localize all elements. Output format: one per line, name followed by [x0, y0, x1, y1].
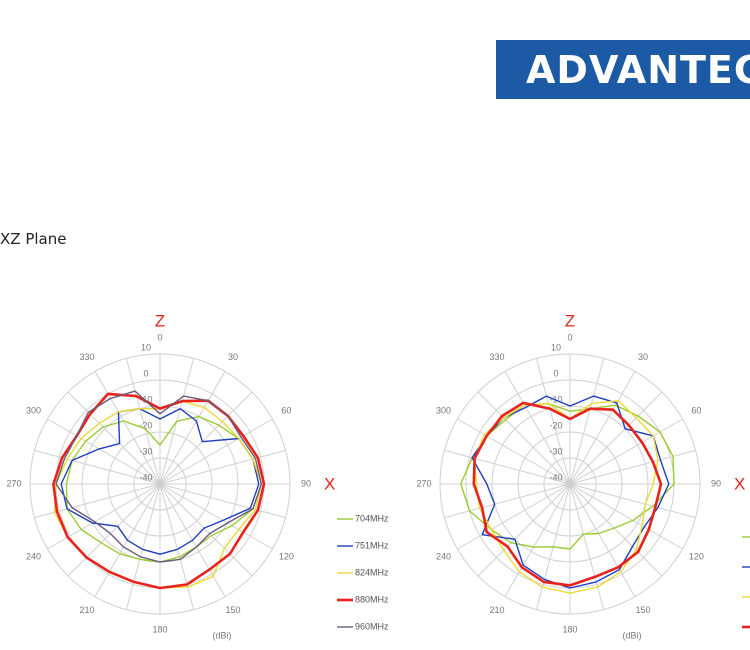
- angle-tick-label: 120: [689, 551, 704, 561]
- logo-text: ADVANTECH: [526, 48, 750, 92]
- angle-tick-label: 330: [79, 352, 94, 362]
- angle-tick-label: 180: [562, 624, 577, 634]
- angle-tick-label: 210: [489, 605, 504, 615]
- grid-spoke: [457, 418, 571, 485]
- angle-tick-label: 240: [26, 551, 41, 561]
- grid-spoke: [159, 483, 253, 577]
- grid-spoke: [34, 449, 161, 485]
- angle-tick-label: 180: [152, 624, 167, 634]
- grid-spoke: [159, 391, 253, 485]
- radial-tick-label: 10: [551, 342, 561, 352]
- grid-spoke: [159, 483, 273, 550]
- radial-tick-label: -20: [549, 420, 562, 430]
- radial-tick-label: -40: [549, 472, 562, 482]
- radial-tick-label: 0: [143, 368, 148, 378]
- angle-tick-label: 270: [6, 478, 21, 488]
- grid-spoke: [569, 449, 696, 485]
- angle-tick-label: 150: [225, 605, 240, 615]
- grid-spoke: [569, 358, 605, 485]
- grid-spoke: [444, 483, 571, 519]
- angle-tick-label: 150: [635, 605, 650, 615]
- angle-tick-label: 300: [26, 405, 41, 415]
- grid-spoke: [569, 483, 696, 519]
- grid-spoke: [504, 371, 571, 485]
- series-line: [472, 401, 663, 587]
- radial-tick-label: -20: [139, 420, 152, 430]
- angle-tick-label: 90: [301, 478, 311, 488]
- grid-spoke: [159, 371, 226, 485]
- angle-tick-label: 0: [567, 332, 572, 342]
- grid-spoke: [457, 483, 571, 550]
- grid-spoke: [159, 418, 273, 485]
- axis-label-x: X: [324, 474, 335, 493]
- grid-spoke: [569, 483, 605, 610]
- radial-tick-label: -30: [139, 446, 152, 456]
- grid-spoke: [159, 483, 195, 610]
- radial-tick-label: -30: [549, 446, 562, 456]
- angle-tick-label: 300: [436, 405, 451, 415]
- angle-tick-label: 0: [157, 332, 162, 342]
- axis-label-z: Z: [155, 311, 165, 330]
- radial-tick-label: 10: [141, 342, 151, 352]
- grid-spoke: [569, 371, 636, 485]
- angle-tick-label: 240: [436, 551, 451, 561]
- angle-tick-label: 270: [416, 478, 431, 488]
- radial-tick-label: -40: [139, 472, 152, 482]
- axis-label-z: Z: [565, 311, 575, 330]
- angle-tick-label: 120: [279, 551, 294, 561]
- grid-spoke: [569, 483, 683, 550]
- grid-spoke: [535, 358, 571, 485]
- series-line: [55, 390, 263, 563]
- legend-label: 751MHz: [355, 540, 389, 550]
- angle-tick-label: 210: [79, 605, 94, 615]
- grid-spoke: [94, 371, 161, 485]
- grid-spoke: [125, 483, 161, 610]
- angle-tick-label: 30: [228, 352, 238, 362]
- grid-spoke: [444, 449, 571, 485]
- grid-spoke: [125, 358, 161, 485]
- series-line: [473, 400, 659, 594]
- angle-tick-label: 330: [489, 352, 504, 362]
- grid-spoke: [67, 483, 161, 577]
- grid-spoke: [67, 391, 161, 485]
- grid-spoke: [159, 483, 286, 519]
- section-title: XZ Plane: [0, 230, 67, 248]
- logo: ADVANTECH: [496, 40, 750, 99]
- legend-label: 960MHz: [355, 621, 389, 631]
- legend-label: 824MHz: [355, 567, 389, 577]
- angle-tick-label: 60: [281, 405, 291, 415]
- grid-spoke: [569, 418, 683, 485]
- unit-label: (dBi): [212, 630, 231, 640]
- grid-spoke: [569, 391, 663, 485]
- angle-tick-label: 90: [711, 478, 721, 488]
- grid-spoke: [34, 483, 161, 519]
- grid-spoke: [477, 483, 571, 577]
- grid-spoke: [47, 483, 161, 550]
- legend-label: 704MHz: [355, 513, 389, 523]
- grid-spoke: [477, 391, 571, 485]
- unit-label: (dBi): [622, 630, 641, 640]
- legend-label: 880MHz: [355, 594, 389, 604]
- radial-tick-label: -10: [139, 394, 152, 404]
- grid-spoke: [569, 483, 636, 597]
- grid-spoke: [47, 418, 161, 485]
- grid-spoke: [159, 449, 286, 485]
- grid-spoke: [504, 483, 571, 597]
- grid-spoke: [569, 483, 663, 577]
- angle-tick-label: 30: [638, 352, 648, 362]
- axis-label-x: X: [734, 474, 745, 493]
- series-line: [65, 415, 263, 563]
- angle-tick-label: 60: [691, 405, 701, 415]
- radial-tick-label: 0: [553, 368, 558, 378]
